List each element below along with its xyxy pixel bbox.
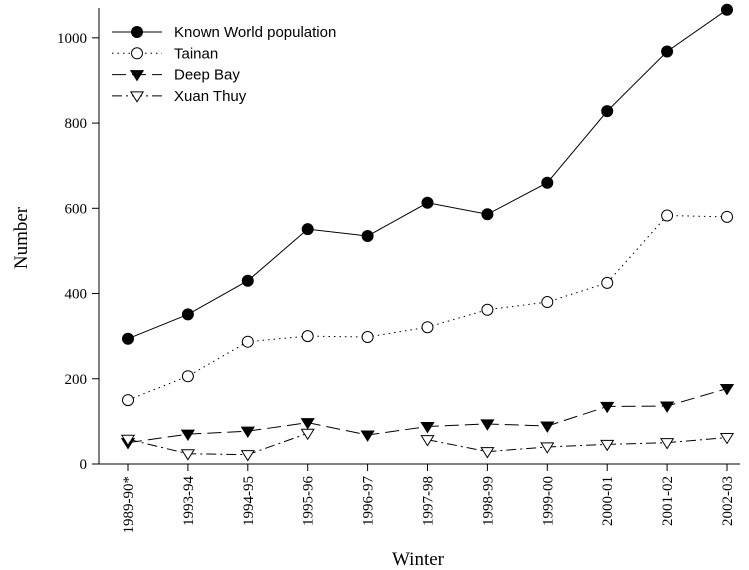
- x-tick-label: 1994-95: [241, 476, 257, 526]
- data-point: [719, 433, 735, 445]
- data-point: [719, 384, 735, 396]
- data-point: [300, 428, 315, 441]
- legend-item: Known World population: [112, 24, 336, 41]
- legend-label: Tainan: [174, 45, 218, 62]
- data-point: [420, 421, 435, 434]
- x-tick-label: 2000-01: [600, 476, 616, 526]
- data-point: [659, 438, 675, 450]
- axes: 0 200 400 600 800 1000 1989-90* 1993-94 1994-95 1…: [57, 8, 740, 534]
- data-point: [540, 442, 555, 454]
- legend-item: Xuan Thuy: [112, 88, 247, 105]
- y-tick-label: 400: [65, 287, 88, 303]
- x-tick-label: 2001-02: [660, 476, 676, 526]
- y-tick-label: 1000: [57, 31, 87, 47]
- data-point: [240, 426, 255, 439]
- series-4: [120, 428, 735, 462]
- data-point: [181, 308, 194, 321]
- series-line: [127, 388, 728, 444]
- legend-marker: [129, 70, 145, 82]
- series-1: [122, 3, 733, 345]
- data-point: [421, 196, 434, 209]
- series-3: [120, 384, 735, 450]
- data-point: [480, 419, 495, 431]
- y-tick-label: 0: [80, 457, 88, 473]
- y-axis-title: Number: [11, 206, 32, 269]
- data-point: [300, 418, 315, 430]
- series-group: [120, 3, 735, 462]
- data-point: [301, 330, 314, 343]
- data-point: [181, 370, 194, 383]
- x-tick-label: 2002-03: [720, 476, 736, 526]
- x-tick-label: 1998-99: [480, 476, 496, 526]
- series-line: [127, 215, 728, 401]
- series-line: [427, 437, 728, 453]
- series-line: [127, 432, 308, 456]
- y-tick-label: 600: [65, 201, 88, 217]
- data-point: [721, 210, 733, 223]
- data-point: [600, 439, 615, 452]
- data-point: [301, 223, 314, 236]
- y-tick-label: 200: [65, 372, 88, 388]
- legend: Known World population Tainan Deep Bay Xuan…: [112, 24, 336, 105]
- data-point: [480, 447, 495, 459]
- data-point: [241, 335, 254, 348]
- legend-label: Xuan Thuy: [174, 88, 247, 105]
- data-point: [180, 429, 196, 442]
- data-point: [180, 449, 196, 461]
- data-point: [540, 421, 555, 433]
- legend-label: Deep Bay: [174, 67, 240, 84]
- data-point: [541, 176, 554, 189]
- x-tick-label: 1995-96: [301, 476, 317, 526]
- data-point: [659, 401, 675, 413]
- data-point: [481, 303, 494, 316]
- legend-marker: [131, 26, 143, 38]
- y-tick-label: 800: [65, 116, 88, 132]
- data-point: [600, 401, 615, 414]
- x-tick-label: 1997-98: [421, 476, 437, 526]
- data-point: [721, 3, 733, 16]
- data-point: [541, 296, 554, 309]
- data-point: [481, 208, 494, 221]
- data-point: [661, 209, 674, 222]
- data-point: [241, 274, 254, 287]
- x-axis-title: Winter: [392, 549, 445, 570]
- legend-marker: [131, 47, 143, 60]
- x-tick-label: 1999-00: [540, 476, 556, 526]
- data-point: [361, 331, 374, 344]
- data-point: [361, 230, 374, 242]
- data-point: [661, 45, 674, 58]
- data-point: [421, 321, 434, 334]
- series-2: [122, 209, 733, 407]
- legend-label: Known World population: [174, 24, 336, 41]
- legend-marker: [129, 91, 145, 103]
- x-tick-label: 1989-90*: [121, 476, 137, 534]
- data-point: [120, 434, 136, 447]
- x-tick-label: 1996-97: [361, 476, 377, 526]
- x-tick-label: 1993-94: [181, 476, 197, 526]
- data-point: [601, 105, 614, 118]
- legend-item: Tainan: [112, 45, 218, 62]
- legend-item: Deep Bay: [112, 67, 240, 84]
- data-point: [601, 276, 614, 289]
- data-point: [240, 450, 255, 462]
- data-point: [420, 435, 435, 447]
- data-point: [360, 430, 375, 442]
- data-point: [122, 394, 134, 407]
- data-point: [122, 332, 134, 345]
